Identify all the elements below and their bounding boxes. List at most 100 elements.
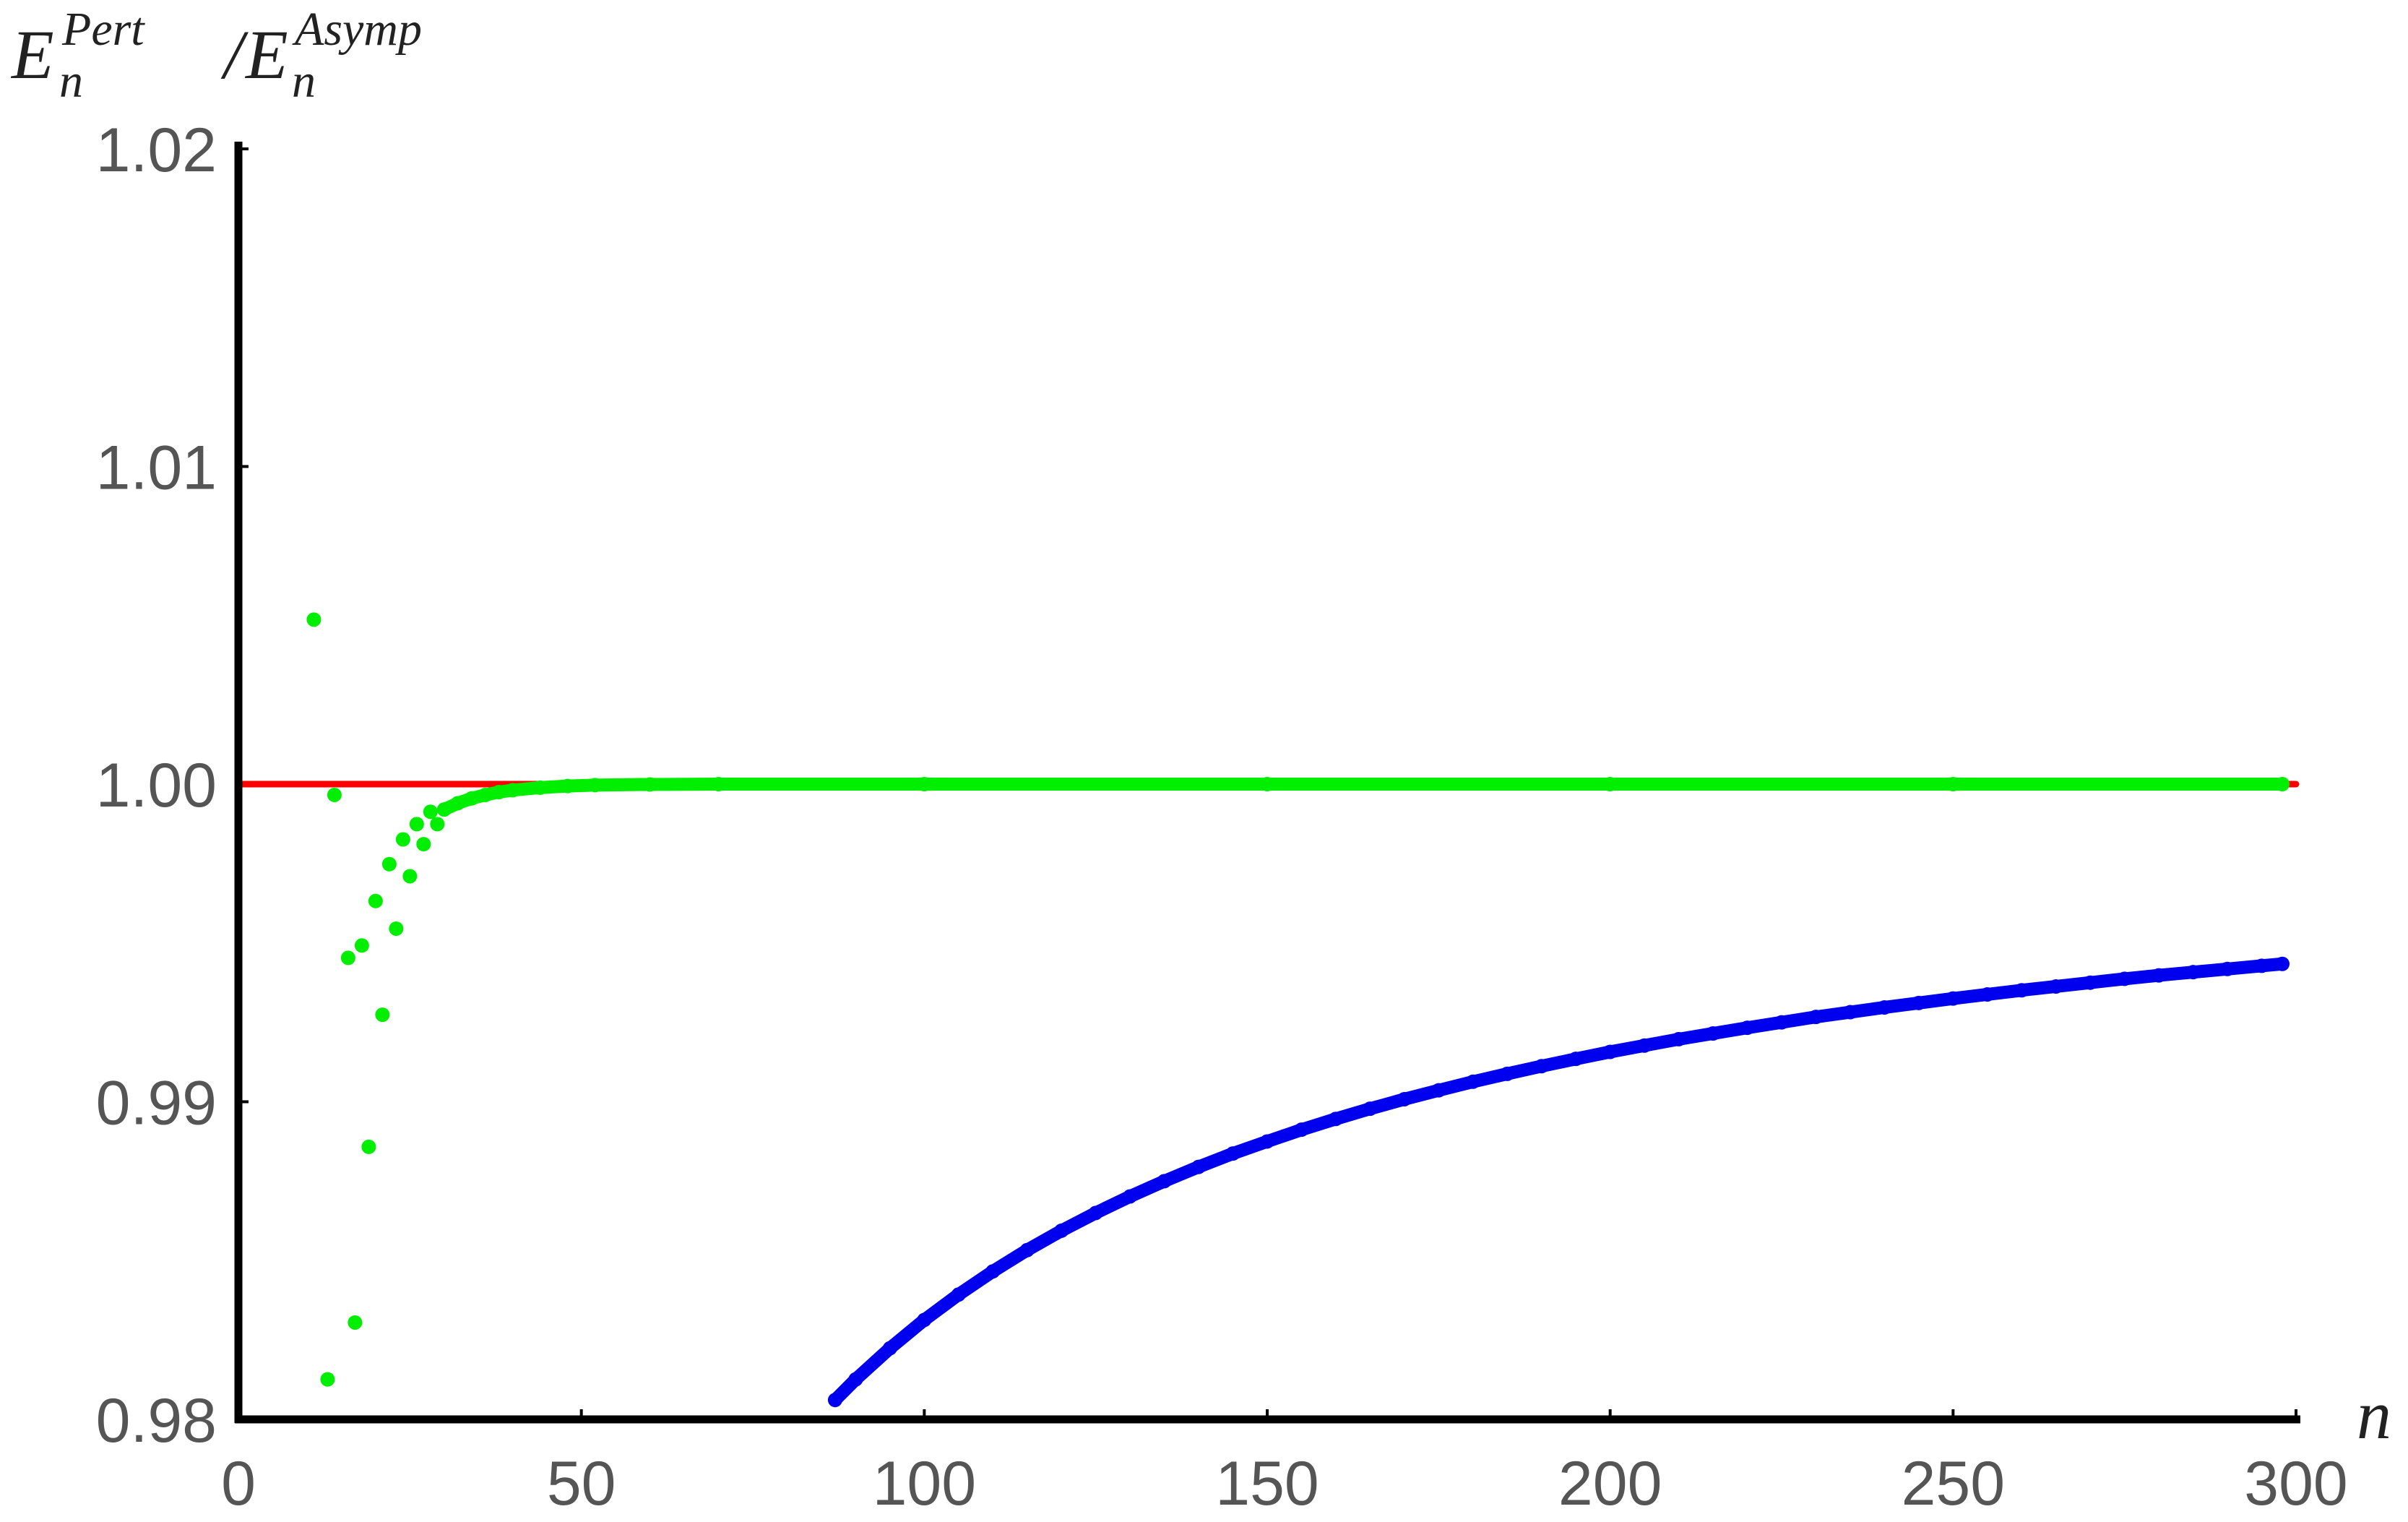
- data-point: [1534, 1059, 1549, 1074]
- data-point: [416, 837, 431, 852]
- data-point: [1191, 1159, 1207, 1174]
- y-label-part: n: [292, 55, 316, 108]
- y-axis-label: E n Pert / E n Asymp: [10, 3, 422, 108]
- data-point: [917, 1312, 932, 1328]
- data-point: [1602, 1044, 1618, 1059]
- data-point: [2083, 975, 2098, 990]
- x-axis-label: n: [2357, 1376, 2391, 1453]
- data-point: [1946, 777, 1961, 791]
- x-tick-label: 0: [221, 1449, 256, 1518]
- data-point: [1946, 991, 1961, 1006]
- data-point: [1260, 1134, 1274, 1149]
- data-point: [1877, 999, 1892, 1015]
- x-tick-label: 50: [547, 1449, 616, 1518]
- data-point: [505, 783, 520, 798]
- data-point: [320, 1372, 335, 1387]
- series-line: [828, 957, 2290, 1407]
- data-point: [1671, 1031, 1686, 1046]
- y-tick-label: 1.02: [96, 116, 217, 185]
- data-point: [478, 787, 493, 802]
- x-tick-label: 300: [2244, 1449, 2348, 1518]
- data-point: [375, 1007, 390, 1023]
- y-tick-label: 0.99: [96, 1069, 217, 1138]
- data-point: [340, 950, 355, 966]
- data-point: [642, 777, 657, 792]
- data-point: [711, 777, 726, 791]
- data-point: [560, 778, 575, 794]
- data-point: [1980, 986, 1995, 1002]
- data-point: [2220, 961, 2235, 976]
- data-point: [1637, 1038, 1652, 1053]
- data-point: [2117, 971, 2132, 986]
- data-point: [2275, 777, 2290, 791]
- data-point: [491, 784, 506, 799]
- data-point: [402, 869, 418, 884]
- data-point: [1431, 1083, 1446, 1098]
- data-point: [1808, 1010, 1824, 1025]
- data-point: [1019, 1242, 1035, 1257]
- data-point: [348, 1315, 363, 1330]
- data-point: [361, 1139, 376, 1154]
- data-point: [1500, 1066, 1515, 1081]
- data-point: [1363, 1101, 1378, 1117]
- data-point: [848, 1372, 863, 1387]
- data-point: [1842, 1005, 1857, 1020]
- data-point: [1568, 1052, 1584, 1067]
- y-label-part: E: [10, 16, 54, 93]
- data-point: [2152, 968, 2167, 983]
- data-point: [1225, 1146, 1240, 1161]
- data-point: [1397, 1091, 1412, 1106]
- data-point: [2185, 965, 2201, 980]
- data-point: [1740, 1020, 1755, 1036]
- data-point: [354, 938, 369, 953]
- data-point: [436, 802, 452, 817]
- data-point: [2048, 979, 2063, 994]
- data-point: [1774, 1015, 1789, 1030]
- y-label-part: n: [59, 55, 83, 108]
- data-point: [381, 856, 397, 872]
- data-point: [985, 1264, 1001, 1279]
- x-tick-label: 200: [1558, 1449, 1662, 1518]
- data-point: [1465, 1074, 1480, 1089]
- data-point: [1088, 1205, 1103, 1221]
- data-point: [327, 787, 342, 802]
- data-point: [882, 1341, 897, 1356]
- data-point: [423, 804, 438, 820]
- data-point: [1054, 1223, 1069, 1238]
- data-point: [1602, 777, 1618, 791]
- data-point: [1157, 1174, 1172, 1189]
- y-label-part: Pert: [61, 3, 145, 56]
- data-point: [395, 832, 410, 847]
- data-point: [464, 791, 479, 806]
- data-point: [951, 1287, 966, 1302]
- data-point: [1123, 1189, 1138, 1204]
- data-point: [2254, 958, 2269, 973]
- y-tick-label: 1.00: [96, 751, 217, 820]
- data-point: [587, 778, 603, 793]
- y-label-part: E: [244, 16, 288, 93]
- data-point: [1706, 1026, 1721, 1041]
- data-point: [532, 780, 548, 795]
- data-point: [1328, 1112, 1343, 1127]
- y-label-part: /: [220, 16, 249, 93]
- data-point: [368, 893, 383, 908]
- y-tick-label: 0.98: [96, 1386, 217, 1456]
- data-point: [306, 612, 322, 627]
- data-point: [2014, 983, 2029, 998]
- data-point: [450, 796, 465, 811]
- data-point: [827, 1393, 842, 1408]
- data-point: [1294, 1122, 1309, 1138]
- x-tick-label: 250: [1902, 1449, 2006, 1518]
- data-point: [917, 777, 932, 791]
- x-tick-label: 150: [1215, 1449, 1319, 1518]
- data-point: [1260, 777, 1274, 791]
- data-point: [409, 817, 424, 832]
- data-point: [389, 921, 404, 936]
- y-tick-label: 1.01: [96, 434, 217, 503]
- x-tick-label: 100: [873, 1449, 977, 1518]
- data-point: [430, 817, 445, 832]
- data-point: [1911, 995, 1926, 1010]
- data-point: [2275, 956, 2290, 971]
- y-label-part: Asymp: [292, 3, 422, 56]
